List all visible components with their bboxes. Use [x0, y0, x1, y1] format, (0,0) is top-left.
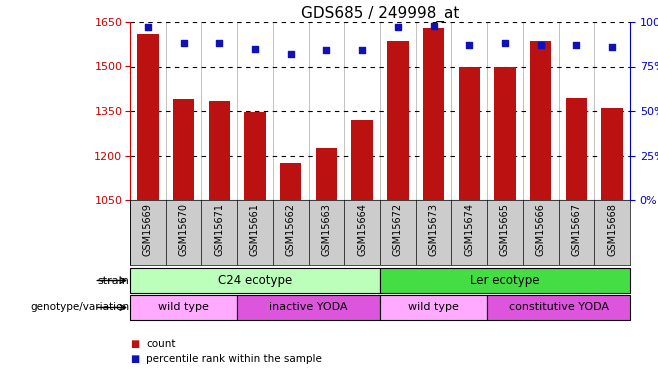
Bar — [244, 112, 266, 200]
Text: GSM15674: GSM15674 — [465, 203, 474, 256]
Bar — [237, 295, 380, 320]
Bar — [137, 34, 159, 200]
Point — [571, 42, 582, 48]
Bar — [566, 98, 587, 200]
Bar — [494, 66, 516, 200]
Text: percentile rank within the sample: percentile rank within the sample — [147, 354, 322, 364]
Bar — [459, 66, 480, 200]
Text: GSM15661: GSM15661 — [250, 203, 260, 256]
Text: GSM15669: GSM15669 — [143, 203, 153, 256]
Text: GSM15664: GSM15664 — [357, 203, 367, 256]
Text: genotype/variation: genotype/variation — [30, 303, 129, 312]
Bar — [130, 268, 380, 293]
Text: C24 ecotype: C24 ecotype — [218, 274, 292, 287]
Text: ■: ■ — [130, 354, 139, 364]
Title: GDS685 / 249998_at: GDS685 / 249998_at — [301, 6, 459, 22]
Point — [536, 42, 546, 48]
Bar — [423, 28, 444, 200]
Bar — [601, 108, 623, 200]
Point — [357, 48, 367, 54]
Point — [607, 44, 617, 50]
Text: count: count — [147, 339, 176, 349]
Text: GSM15666: GSM15666 — [536, 203, 545, 256]
Point — [250, 46, 261, 52]
Point — [393, 24, 403, 30]
Text: GSM15667: GSM15667 — [571, 203, 582, 256]
Bar — [387, 41, 409, 200]
Bar — [173, 99, 194, 200]
Text: GSM15672: GSM15672 — [393, 203, 403, 256]
Text: GSM15663: GSM15663 — [321, 203, 332, 256]
Text: strain: strain — [97, 276, 129, 285]
Text: GSM15670: GSM15670 — [178, 203, 189, 256]
Bar — [130, 295, 237, 320]
Text: GSM15671: GSM15671 — [215, 203, 224, 256]
Bar — [380, 268, 630, 293]
Text: GSM15662: GSM15662 — [286, 203, 295, 256]
Bar — [380, 295, 487, 320]
Bar — [351, 120, 373, 200]
Text: GSM15668: GSM15668 — [607, 203, 617, 256]
Text: wild type: wild type — [158, 303, 209, 312]
Point — [499, 40, 510, 46]
Point — [143, 24, 153, 30]
Bar — [530, 41, 551, 200]
Point — [464, 42, 474, 48]
Text: GSM15673: GSM15673 — [428, 203, 439, 256]
Text: constitutive YODA: constitutive YODA — [509, 303, 609, 312]
Bar — [280, 163, 301, 200]
Bar — [209, 100, 230, 200]
Point — [321, 48, 332, 54]
Bar — [316, 148, 337, 200]
Text: Ler ecotype: Ler ecotype — [470, 274, 540, 287]
Point — [286, 51, 296, 57]
Point — [428, 22, 439, 28]
Bar — [487, 295, 630, 320]
Text: inactive YODA: inactive YODA — [269, 303, 348, 312]
Text: GSM15665: GSM15665 — [500, 203, 510, 256]
Text: ■: ■ — [130, 339, 139, 349]
Text: wild type: wild type — [408, 303, 459, 312]
Point — [178, 40, 189, 46]
Point — [214, 40, 224, 46]
